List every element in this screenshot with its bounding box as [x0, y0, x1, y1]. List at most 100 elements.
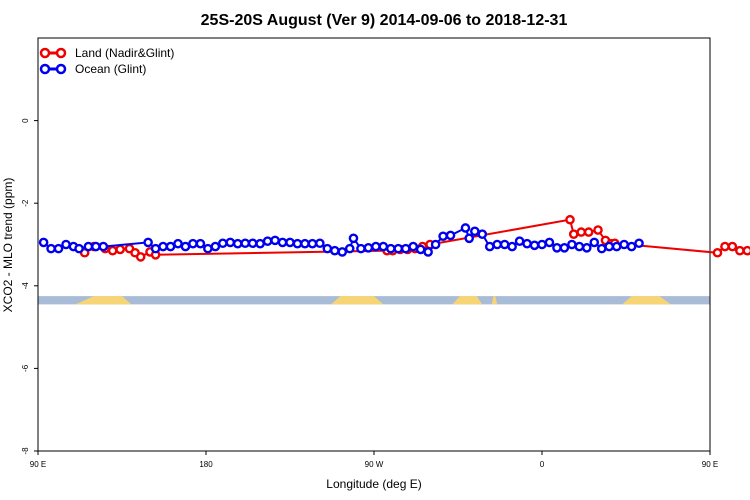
data-point — [735, 245, 745, 256]
chart-title: 25S-20S August (Ver 9) 2014-09-06 to 201… — [201, 12, 568, 29]
y-axis-label: XCO2 - MLO trend (ppm) — [1, 178, 15, 313]
data-point — [107, 245, 118, 256]
data-point — [634, 238, 644, 249]
x-axis: 90 E 180 90 W 0 90 E — [30, 451, 718, 469]
data-point — [469, 226, 480, 237]
data-point — [438, 231, 448, 242]
data-point — [150, 243, 161, 254]
data-point — [300, 238, 310, 249]
data-point — [507, 241, 517, 252]
y-tick-label: -8 — [21, 447, 30, 455]
land-mass — [622, 296, 671, 305]
data-point — [38, 237, 49, 248]
data-point — [385, 243, 396, 254]
y-tick-label: 0 — [21, 118, 30, 123]
land-mass — [331, 296, 384, 305]
y-tick-label: -4 — [21, 282, 30, 290]
data-point — [589, 237, 600, 248]
data-point — [363, 243, 374, 253]
data-point — [727, 241, 738, 252]
data-point — [270, 235, 280, 246]
series-ocean — [38, 223, 644, 257]
data-point — [445, 230, 456, 241]
data-point — [529, 240, 540, 251]
data-point — [393, 243, 404, 254]
data-point — [430, 239, 441, 250]
data-point — [604, 241, 615, 252]
data-point — [180, 241, 191, 252]
data-point — [262, 236, 273, 246]
data-point — [240, 238, 250, 249]
data-point — [344, 243, 355, 254]
data-point — [415, 244, 426, 255]
data-point — [626, 241, 637, 252]
data-point — [195, 238, 206, 249]
data-point — [514, 236, 525, 246]
data-point — [98, 241, 109, 252]
data-point — [46, 243, 56, 254]
x-tick-label: 0 — [540, 460, 545, 469]
data-point — [568, 229, 579, 239]
land-ocean-band — [38, 296, 710, 305]
x-tick-label: 90 E — [702, 460, 718, 469]
legend-ocean-marker-left — [39, 63, 51, 75]
data-point — [292, 238, 303, 249]
data-point — [173, 238, 183, 249]
data-point — [423, 247, 433, 257]
data-point — [337, 247, 348, 257]
data-point — [477, 229, 488, 239]
data-point — [537, 239, 547, 250]
legend-entry-ocean: Ocean (Glint) — [39, 62, 146, 76]
data-point — [232, 238, 243, 249]
data-point — [348, 233, 359, 244]
data-point — [225, 237, 236, 248]
x-axis-label: Longitude (deg E) — [326, 477, 421, 491]
data-point — [188, 238, 198, 249]
data-point — [165, 241, 176, 252]
data-point — [593, 225, 603, 235]
data-point — [322, 243, 333, 254]
data-point — [53, 243, 64, 254]
land-mass — [452, 296, 483, 305]
data-point — [574, 241, 585, 252]
data-point — [255, 238, 265, 249]
legend-land-marker-left — [39, 47, 51, 59]
data-point — [464, 233, 475, 244]
data-point — [484, 241, 495, 252]
data-point — [61, 239, 71, 250]
series-land — [79, 214, 750, 262]
data-point — [74, 243, 84, 254]
data-point — [378, 241, 389, 252]
data-point — [576, 227, 587, 237]
legend-ocean-label: Ocean (Glint) — [75, 62, 146, 76]
data-point — [115, 244, 125, 255]
data-point — [400, 243, 411, 254]
series-layer — [38, 214, 750, 262]
land-mass — [75, 296, 132, 305]
data-point — [712, 247, 723, 258]
x-tick-label: 90 E — [30, 460, 46, 469]
data-point — [544, 237, 555, 248]
data-point — [371, 241, 381, 252]
data-point — [356, 243, 366, 254]
data-point — [567, 239, 577, 250]
data-point — [83, 241, 94, 252]
legend-entry-land: Land (Nadir&Glint) — [39, 46, 174, 60]
data-point — [596, 243, 607, 254]
data-point — [143, 237, 153, 248]
data-point — [582, 243, 592, 253]
data-point — [720, 241, 730, 252]
data-point — [522, 238, 532, 249]
data-point — [499, 239, 510, 250]
data-point — [552, 243, 562, 253]
y-axis: 0 -2 -4 -6 -8 — [21, 118, 38, 455]
data-point — [91, 241, 101, 252]
data-point — [565, 214, 575, 225]
legend-land-label: Land (Nadir&Glint) — [75, 46, 174, 60]
legend-land-marker-right — [55, 47, 67, 59]
land-mass — [491, 296, 498, 305]
data-point — [742, 245, 750, 256]
x-tick-label: 180 — [199, 460, 213, 469]
y-tick-label: -6 — [21, 364, 30, 372]
